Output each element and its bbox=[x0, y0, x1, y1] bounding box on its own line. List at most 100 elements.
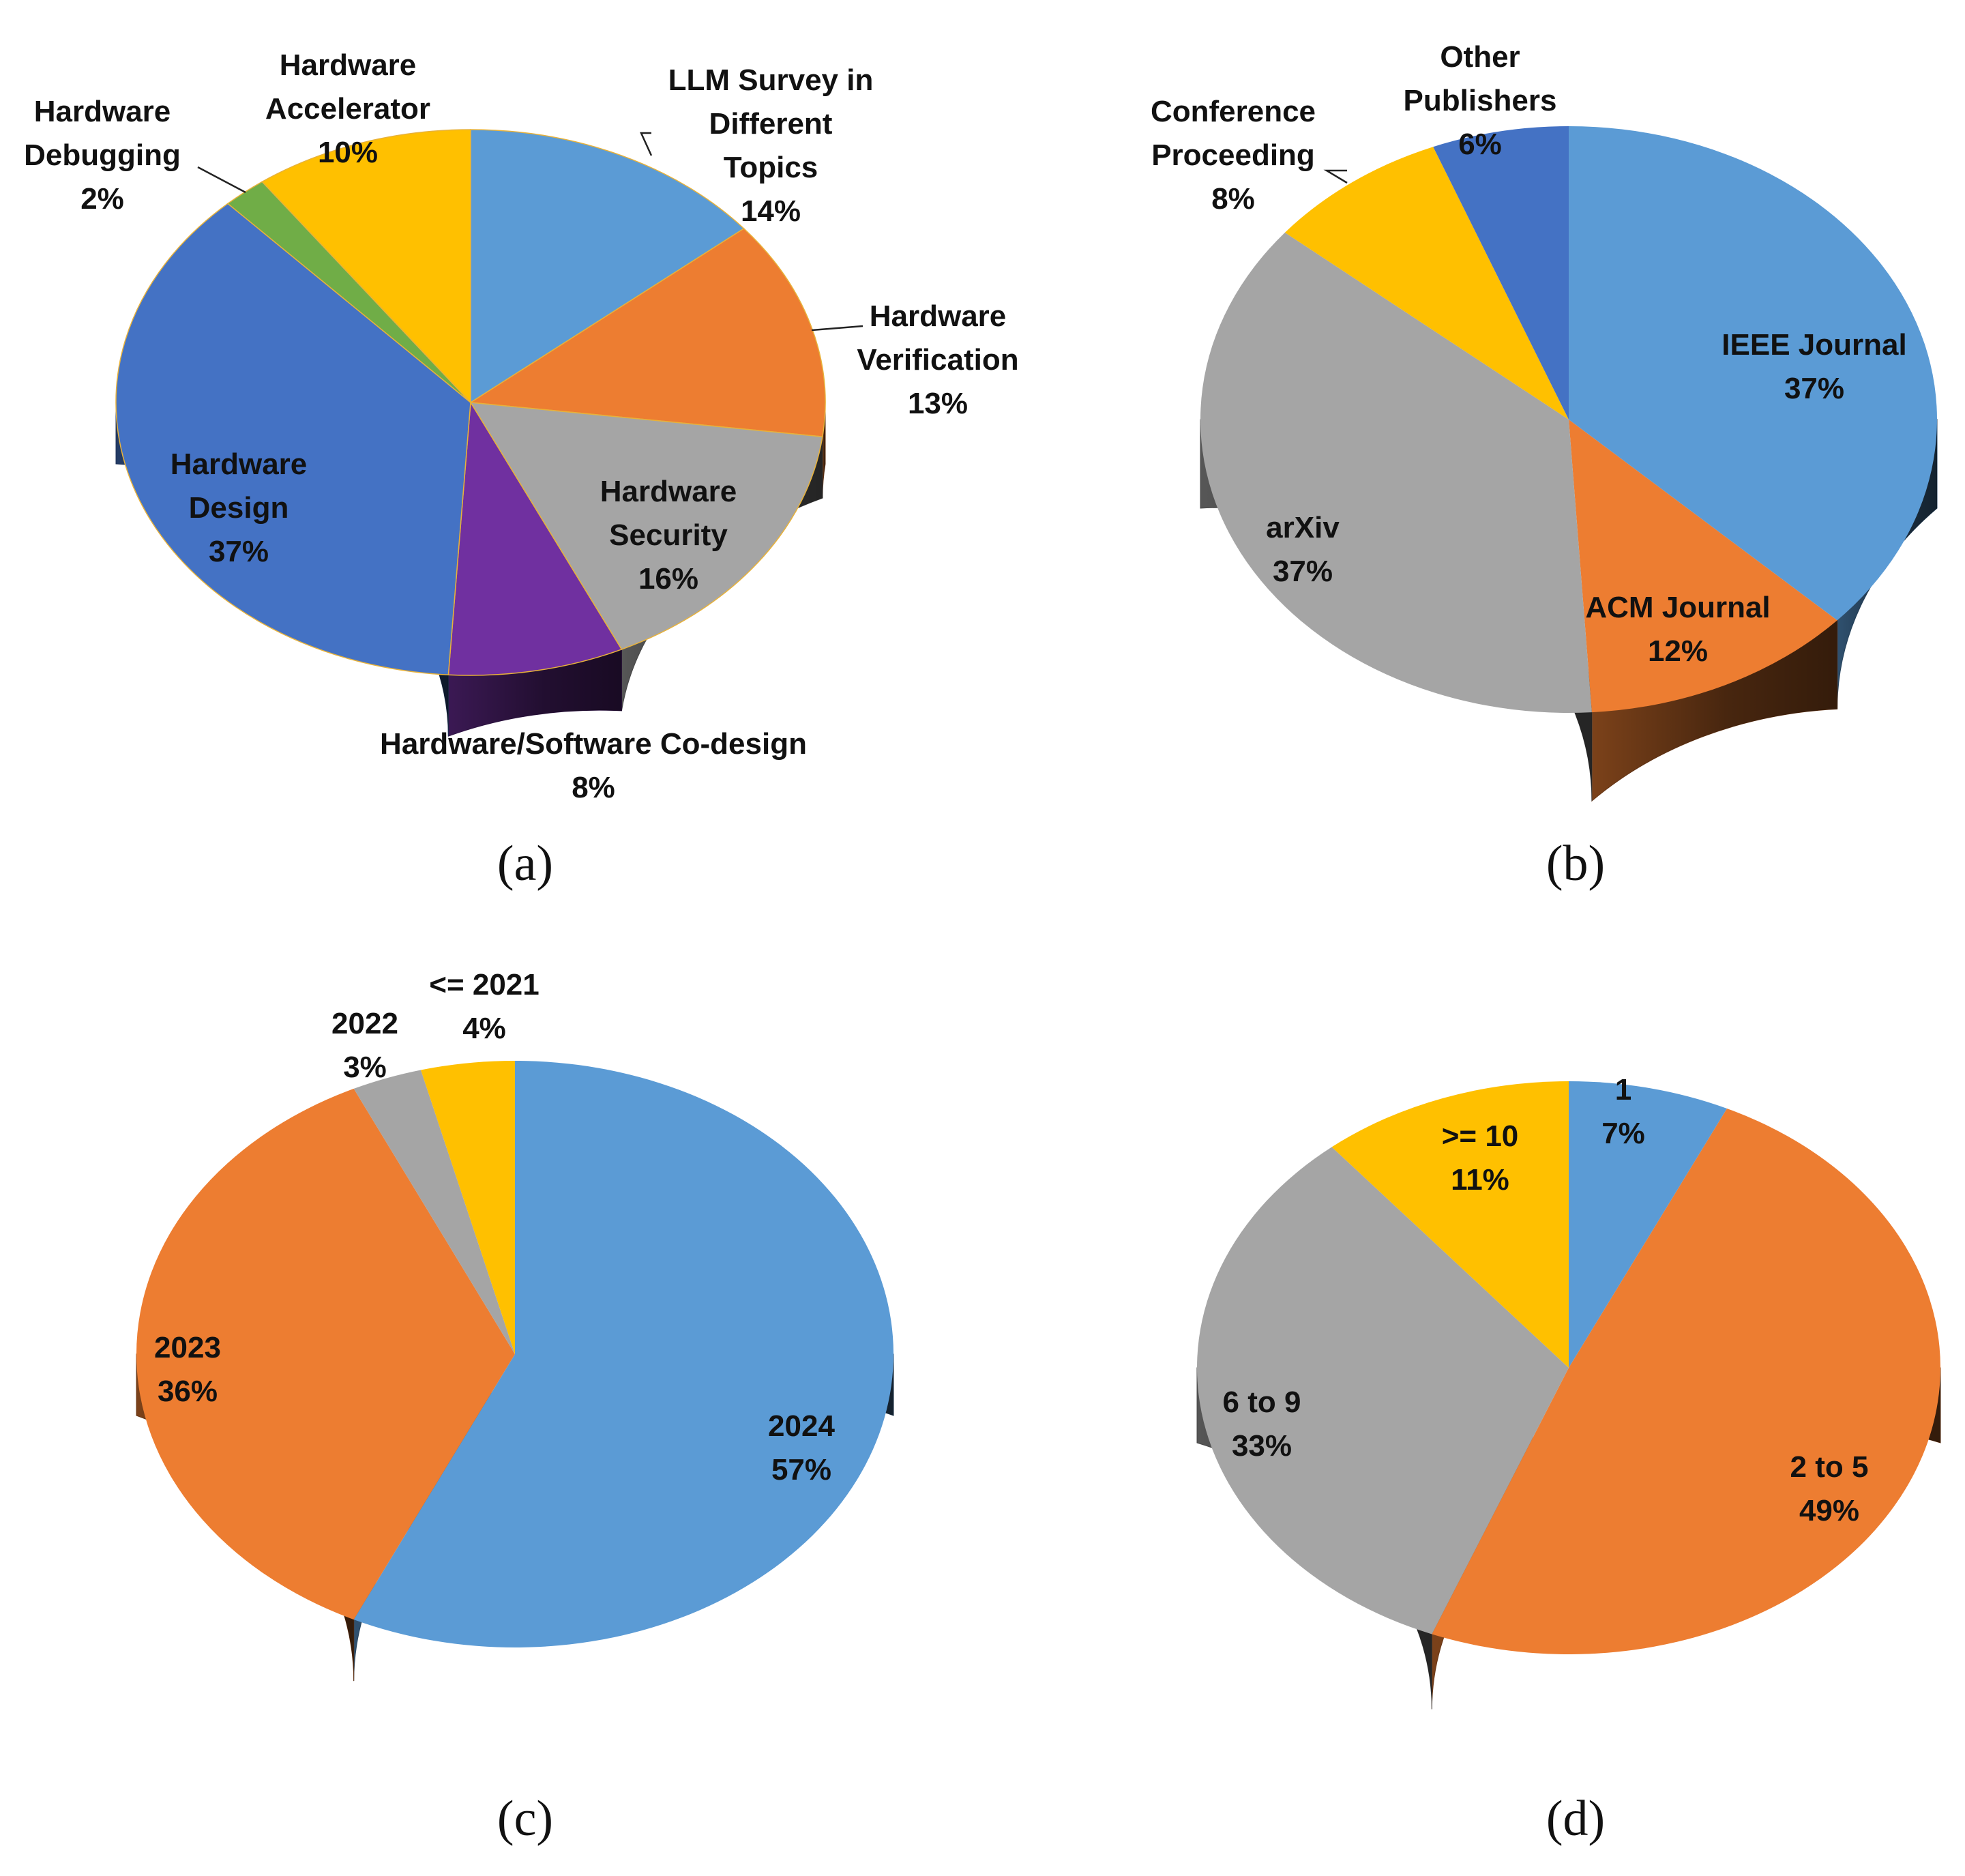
slice-label-line: LLM Survey in bbox=[668, 63, 874, 97]
slice-label-hardware-debugging: Hardware Debugging 2% bbox=[24, 95, 181, 216]
slice-label-line: Hardware bbox=[34, 95, 171, 128]
slice-label-llm-survey-in-different-topics: LLM Survey in Different Topics 14% bbox=[668, 63, 874, 228]
leader-line bbox=[1323, 169, 1348, 184]
pie-slice-llm-survey-in-different-topics bbox=[470, 129, 745, 404]
pie-slice-ieee-journal bbox=[1569, 126, 1937, 621]
pie-slice-2-to-5 bbox=[1432, 1108, 1941, 1655]
slice-label-line: 2 to 5 bbox=[1790, 1450, 1869, 1484]
slice-label-line: Hardware bbox=[280, 48, 417, 82]
pie-slice-hardware-software-co-design bbox=[447, 400, 623, 676]
slice-percent: 13% bbox=[908, 387, 968, 420]
slice-percent: 10% bbox=[318, 136, 378, 169]
slice-label-line: Other bbox=[1440, 40, 1520, 74]
slice-label-line: Proceeding bbox=[1151, 138, 1315, 172]
slice-percent: 36% bbox=[158, 1375, 218, 1408]
leader-line bbox=[811, 325, 863, 332]
slice-label-hardware-accelerator: Hardware Accelerator 10% bbox=[265, 48, 430, 169]
slice-percent: 57% bbox=[771, 1453, 831, 1486]
slice-label-line: Hardware/Software Co-design bbox=[380, 727, 807, 761]
slice-percent: 37% bbox=[1273, 555, 1333, 588]
slice-label-line: 2024 bbox=[768, 1409, 835, 1443]
pie-slice-hardware-design bbox=[115, 203, 471, 675]
leader-line bbox=[640, 132, 653, 156]
slice-percent: 2% bbox=[80, 182, 124, 216]
slice-label-line: Accelerator bbox=[265, 92, 430, 126]
slice-label-hardware-design: Hardware Design 37% bbox=[171, 448, 308, 568]
slice-percent: 49% bbox=[1799, 1494, 1859, 1527]
slice-percent: 6% bbox=[1458, 128, 1502, 161]
pie-chart-topics: LLM Survey in Different Topics 14% Hardware V… bbox=[24, 48, 1018, 892]
pie-slice-hardware-verification bbox=[469, 228, 826, 437]
slice-percent: 8% bbox=[1211, 182, 1255, 216]
pie-slice-1 bbox=[1569, 1081, 1728, 1368]
pie-slice-2023 bbox=[136, 1088, 515, 1620]
slice-percent: 14% bbox=[741, 194, 801, 228]
slice-label-line: Hardware bbox=[600, 475, 737, 508]
slice-percent: 33% bbox=[1232, 1429, 1292, 1463]
pie-chart-counts: 1 7%2 to 5 49%6 to 9 33%>= 10 11%(d) bbox=[1196, 1073, 1941, 1847]
slice-label-line: 2022 bbox=[331, 1007, 398, 1040]
slice-percent: 11% bbox=[1451, 1163, 1509, 1197]
slice-label-line: Different bbox=[709, 107, 833, 141]
panel-caption: (d) bbox=[1546, 1791, 1605, 1847]
slice-label-other-publishers: Other Publishers 6% bbox=[1404, 40, 1557, 161]
slice-label-1: 1 7% bbox=[1601, 1073, 1645, 1150]
slice-label-line: Debugging bbox=[24, 138, 181, 172]
slice-percent: 16% bbox=[638, 562, 698, 596]
pie-slice-2021 bbox=[420, 1061, 515, 1354]
panel-caption: (b) bbox=[1546, 836, 1605, 892]
pie-slice-other-publishers bbox=[1433, 126, 1569, 420]
slice-label-conference-proceeding: Conference Proceeding 8% bbox=[1151, 95, 1316, 216]
slice-label-ieee-journal: IEEE Journal 37% bbox=[1722, 328, 1906, 405]
slice-label-line: Hardware bbox=[171, 448, 308, 481]
pie-slice-conference-proceeding bbox=[1284, 147, 1569, 420]
pie-chart-publishers: IEEE Journal 37% ACM Journal 12% arXiv 37% Con… bbox=[1151, 40, 1938, 892]
slice-label-line: Verification bbox=[857, 343, 1018, 377]
slice-percent: 37% bbox=[209, 535, 269, 568]
pie-slice-10 bbox=[1331, 1081, 1569, 1368]
leader-line bbox=[197, 166, 246, 194]
slice-label-arxiv: arXiv 37% bbox=[1266, 511, 1340, 588]
slice-label-line: Design bbox=[189, 491, 289, 525]
slice-label-hardware-verification: Hardware Verification 13% bbox=[857, 299, 1018, 420]
pie-slice-2024 bbox=[353, 1061, 893, 1647]
slice-label-line: Security bbox=[609, 518, 728, 552]
slice-label-line: 6 to 9 bbox=[1223, 1386, 1301, 1419]
slice-label-acm-journal: ACM Journal 12% bbox=[1585, 591, 1770, 668]
slice-label-6-to-9: 6 to 9 33% bbox=[1223, 1386, 1301, 1463]
slice-label-line: arXiv bbox=[1266, 511, 1340, 544]
slice-percent: 8% bbox=[572, 771, 615, 804]
slice-label-line: IEEE Journal bbox=[1722, 328, 1906, 362]
slice-label-line: ACM Journal bbox=[1585, 591, 1770, 624]
slice-label-2024: 2024 57% bbox=[768, 1409, 835, 1486]
slice-label-line: Publishers bbox=[1404, 84, 1557, 117]
slice-label-line: >= 10 bbox=[1442, 1119, 1519, 1153]
pie-slice-hardware-accelerator bbox=[261, 129, 471, 404]
slice-percent: 7% bbox=[1601, 1117, 1645, 1150]
panel-caption: (a) bbox=[497, 836, 553, 892]
pie-slice-2022 bbox=[353, 1070, 515, 1354]
pie-slice-arxiv bbox=[1200, 232, 1592, 713]
slice-percent: 37% bbox=[1784, 372, 1844, 405]
panel-caption: (c) bbox=[497, 1791, 553, 1847]
slice-label-2023: 2023 36% bbox=[154, 1331, 221, 1408]
slice-percent: 3% bbox=[343, 1051, 387, 1084]
slice-label-line: Conference bbox=[1151, 95, 1316, 128]
slice-label-line: <= 2021 bbox=[429, 968, 540, 1001]
pie-wall-shade bbox=[1591, 620, 1837, 802]
pie-slice-hardware-security bbox=[469, 402, 823, 650]
slice-label-hardware-security: Hardware Security 16% bbox=[600, 475, 737, 596]
pie-chart-years: 2024 57% 2023 36% 2022 3% <= 2021 4% (c) bbox=[136, 968, 894, 1847]
slice-label-2-to-5: 2 to 5 49% bbox=[1790, 1450, 1869, 1527]
slice-label-line: Topics bbox=[724, 151, 818, 184]
slice-percent: 12% bbox=[1648, 634, 1708, 668]
slice-label-hardware-software-co-design: Hardware/Software Co-design 8% bbox=[380, 727, 807, 804]
slice-percent: 4% bbox=[462, 1012, 506, 1045]
slice-label-10: >= 10 11% bbox=[1442, 1119, 1519, 1197]
slice-label-2021: <= 2021 4% bbox=[429, 968, 540, 1045]
pie-slice-6-to-9 bbox=[1196, 1147, 1569, 1635]
slice-label-line: 1 bbox=[1615, 1073, 1631, 1106]
slice-label-2022: 2022 3% bbox=[331, 1007, 398, 1084]
pie-slice-acm-journal bbox=[1569, 420, 1837, 713]
